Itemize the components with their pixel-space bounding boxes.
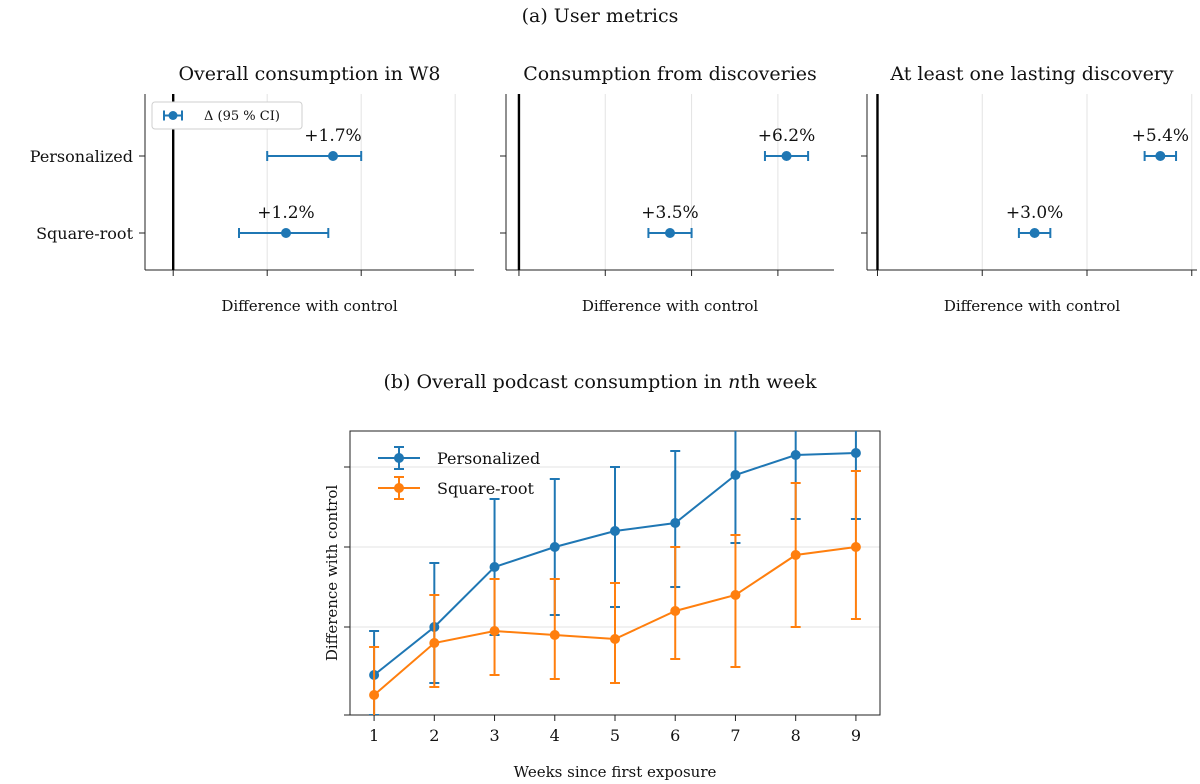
y-tick-label: Personalized [30,147,133,166]
data-point-personalized: +6.2% [758,126,815,161]
legend-label: Δ (95 % CI) [204,109,280,124]
y-tick-label: Square-root [36,224,133,243]
series-point [670,606,681,616]
legend-marker [394,483,404,493]
data-point-square-root: +1.2% [238,203,330,238]
x-axis-label: Difference with control [944,297,1121,315]
x-tick-label: 7 [730,726,740,745]
legend-item-personalized: Personalized [378,446,540,470]
series-point [730,590,741,600]
legend-label: Square-root [437,479,534,498]
x-axis-label: Difference with control [582,297,759,315]
subplot-title: At least one lasting discovery [889,63,1174,85]
data-label: +5.4% [1132,126,1189,146]
x-axis-label: Weeks since first exposure [514,763,717,781]
x-tick-label: 4 [550,726,560,745]
data-label: +1.7% [304,126,361,146]
point-marker [328,151,338,161]
data-point-square-root: +3.5% [641,203,699,238]
series-point [850,542,861,552]
x-tick-label: 1 [369,726,379,745]
panel-b-title-post: th week [740,371,817,393]
data-point-personalized: +1.7% [266,126,363,161]
series-point [850,448,861,458]
point-marker [665,228,675,238]
series-point [489,562,500,572]
x-tick-label: 9 [851,726,861,745]
panel-a-title: (a) User metrics [522,5,679,27]
legend-box [151,101,303,130]
charts-layer: Personalized Square-root Overall consumpti… [30,63,1197,781]
series-square-root [369,470,861,715]
series-point [790,450,801,460]
panel-b-title-ital: n [728,371,740,393]
legend: Δ (95 % CI) [151,101,303,130]
legend: Personalized Square-root [378,446,540,500]
legend-marker [168,111,178,120]
legend-label: Personalized [437,449,540,468]
data-point-personalized: +5.4% [1132,126,1189,161]
x-tick-label: 2 [429,726,439,745]
series-point [670,518,681,528]
x-tick-label: 8 [791,726,801,745]
point-marker [781,151,792,161]
point-marker [1029,228,1040,238]
line-chart: 1 2 3 4 5 6 7 8 9 Weeks since first exposure Diffe… [323,430,881,781]
series-point [610,526,620,536]
series-point [790,550,801,560]
data-label: +1.2% [257,203,314,223]
series-point [610,634,620,644]
plot-frame [349,430,881,716]
y-axis-label: Difference with control [323,485,341,662]
point-marker [281,228,291,238]
subplot-2: Consumption from discoveries Difference w… [500,63,834,315]
legend-item-square-root: Square-root [378,476,534,500]
data-label: +3.0% [1006,203,1063,223]
point-marker [1155,151,1166,161]
x-tick-label: 5 [610,726,620,745]
panel-b-title-pre: (b) Overall podcast consumption in [383,371,728,393]
panel-b-title: (b) Overall podcast consumption in nth w… [383,371,817,393]
data-label: +3.5% [641,203,698,223]
x-axis-label: Difference with control [221,297,398,315]
series-point [369,690,380,700]
subplot-3: At least one lasting discovery Difference… [861,63,1197,315]
subplot-title: Overall consumption in W8 [178,63,440,85]
series-point [489,626,500,636]
legend-marker [394,453,404,463]
x-tick-label: 6 [670,726,680,745]
series-point [549,630,560,640]
subplot-1: Personalized Square-root Overall consumpti… [30,63,474,315]
subplot-title: Consumption from discoveries [523,63,817,85]
data-point-square-root: +3.0% [1006,203,1063,238]
x-tick-label: 3 [489,726,499,745]
series-point [549,542,560,552]
data-label: +6.2% [758,126,815,146]
series-point [429,638,440,648]
series-point [730,470,741,480]
